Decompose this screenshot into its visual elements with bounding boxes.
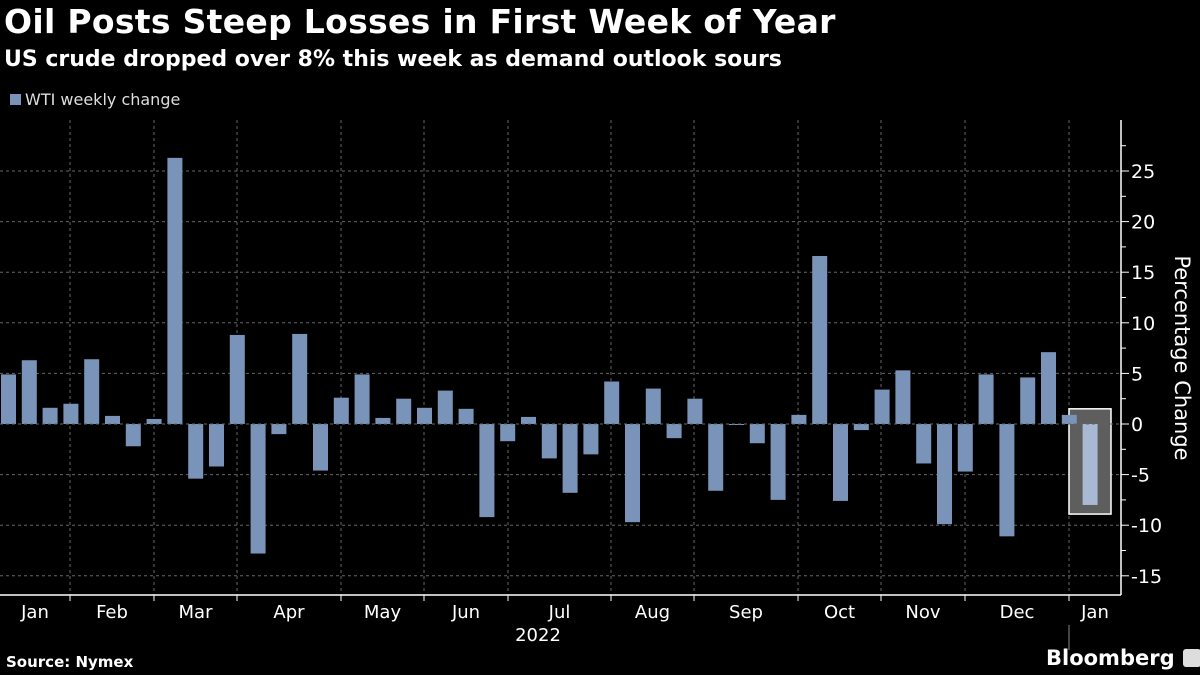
x-tick-label: Feb <box>96 602 128 623</box>
bar <box>63 403 79 424</box>
x-tick-label: Jan <box>20 602 49 623</box>
bar <box>729 424 744 426</box>
bar <box>666 424 682 439</box>
y-tick-label: -5 <box>1131 465 1150 487</box>
y-tick-label: 15 <box>1131 262 1155 284</box>
bar <box>770 424 786 500</box>
chart-subtitle: US crude dropped over 8% this week as de… <box>4 47 782 72</box>
bar <box>229 334 245 424</box>
y-tick-label: 25 <box>1131 161 1155 183</box>
bar <box>583 424 599 455</box>
y-tick-label: 0 <box>1131 414 1143 436</box>
bar <box>458 408 474 424</box>
x-tick-label: Sep <box>729 602 763 623</box>
bar <box>84 359 100 424</box>
year-label: 2022 <box>515 625 561 646</box>
legend-swatch <box>10 94 21 105</box>
bar <box>853 424 869 431</box>
bar <box>250 424 266 554</box>
y-tick-label: -15 <box>1131 566 1162 588</box>
bar <box>1 374 16 424</box>
bar <box>541 424 557 459</box>
x-tick-label: Aug <box>635 602 670 623</box>
bar <box>916 424 932 464</box>
x-tick-label: May <box>364 602 402 623</box>
bar <box>874 389 890 424</box>
bar <box>188 424 204 479</box>
bar <box>895 370 911 424</box>
y-tick-label: 5 <box>1131 363 1143 385</box>
x-tick-label: Apr <box>273 602 305 623</box>
x-tick-label: Mar <box>179 602 214 623</box>
bar <box>521 416 536 424</box>
bar <box>21 360 37 424</box>
bar <box>645 388 661 424</box>
bar <box>437 390 453 424</box>
bar <box>292 333 308 424</box>
y-tick-label: -10 <box>1131 515 1162 537</box>
bar <box>42 407 58 424</box>
y-tick-label: 20 <box>1131 212 1155 234</box>
bar <box>479 424 495 518</box>
legend-label: WTI weekly change <box>25 90 181 109</box>
y-axis-label: Percentage Change <box>1170 255 1194 460</box>
source-note: Source: Nymex <box>6 653 134 671</box>
bar <box>625 424 640 523</box>
bar <box>833 424 848 501</box>
x-tick-label: Jul <box>548 602 571 623</box>
bar <box>354 374 370 424</box>
bar <box>500 424 516 442</box>
bar <box>396 398 412 424</box>
bar <box>271 424 287 435</box>
bar <box>999 424 1015 537</box>
bar <box>604 381 620 424</box>
bar <box>146 418 162 424</box>
bar <box>375 417 391 424</box>
bar <box>167 157 183 424</box>
bar <box>687 398 703 424</box>
bar <box>791 414 807 424</box>
bar <box>1020 377 1036 424</box>
bloomberg-logo: Bloomberg <box>1046 646 1200 670</box>
bar <box>1041 352 1056 424</box>
bar <box>105 415 120 424</box>
bar <box>333 397 349 424</box>
bar <box>1061 414 1077 424</box>
brand-text: Bloomberg <box>1046 646 1175 670</box>
x-tick-label: Nov <box>905 602 940 623</box>
bar <box>125 424 141 447</box>
x-tick-label: Jun <box>451 602 480 623</box>
bar <box>1082 424 1098 505</box>
bar <box>708 424 724 491</box>
bar <box>209 424 224 467</box>
bar <box>812 256 828 424</box>
bloomberg-chart-icon <box>1182 649 1200 667</box>
bar <box>313 424 328 471</box>
bar <box>749 424 765 444</box>
x-tick-label: Oct <box>824 602 855 623</box>
chart-title: Oil Posts Steep Losses in First Week of … <box>4 2 836 41</box>
bar <box>937 424 952 525</box>
legend: WTI weekly change <box>10 90 180 109</box>
bar <box>417 407 432 424</box>
bar <box>562 424 578 493</box>
x-tick-label: Dec <box>1000 602 1035 623</box>
x-tick-label: Jan <box>1080 602 1109 623</box>
bar <box>978 374 994 424</box>
y-tick-label: 10 <box>1131 313 1155 335</box>
bar <box>957 424 973 472</box>
